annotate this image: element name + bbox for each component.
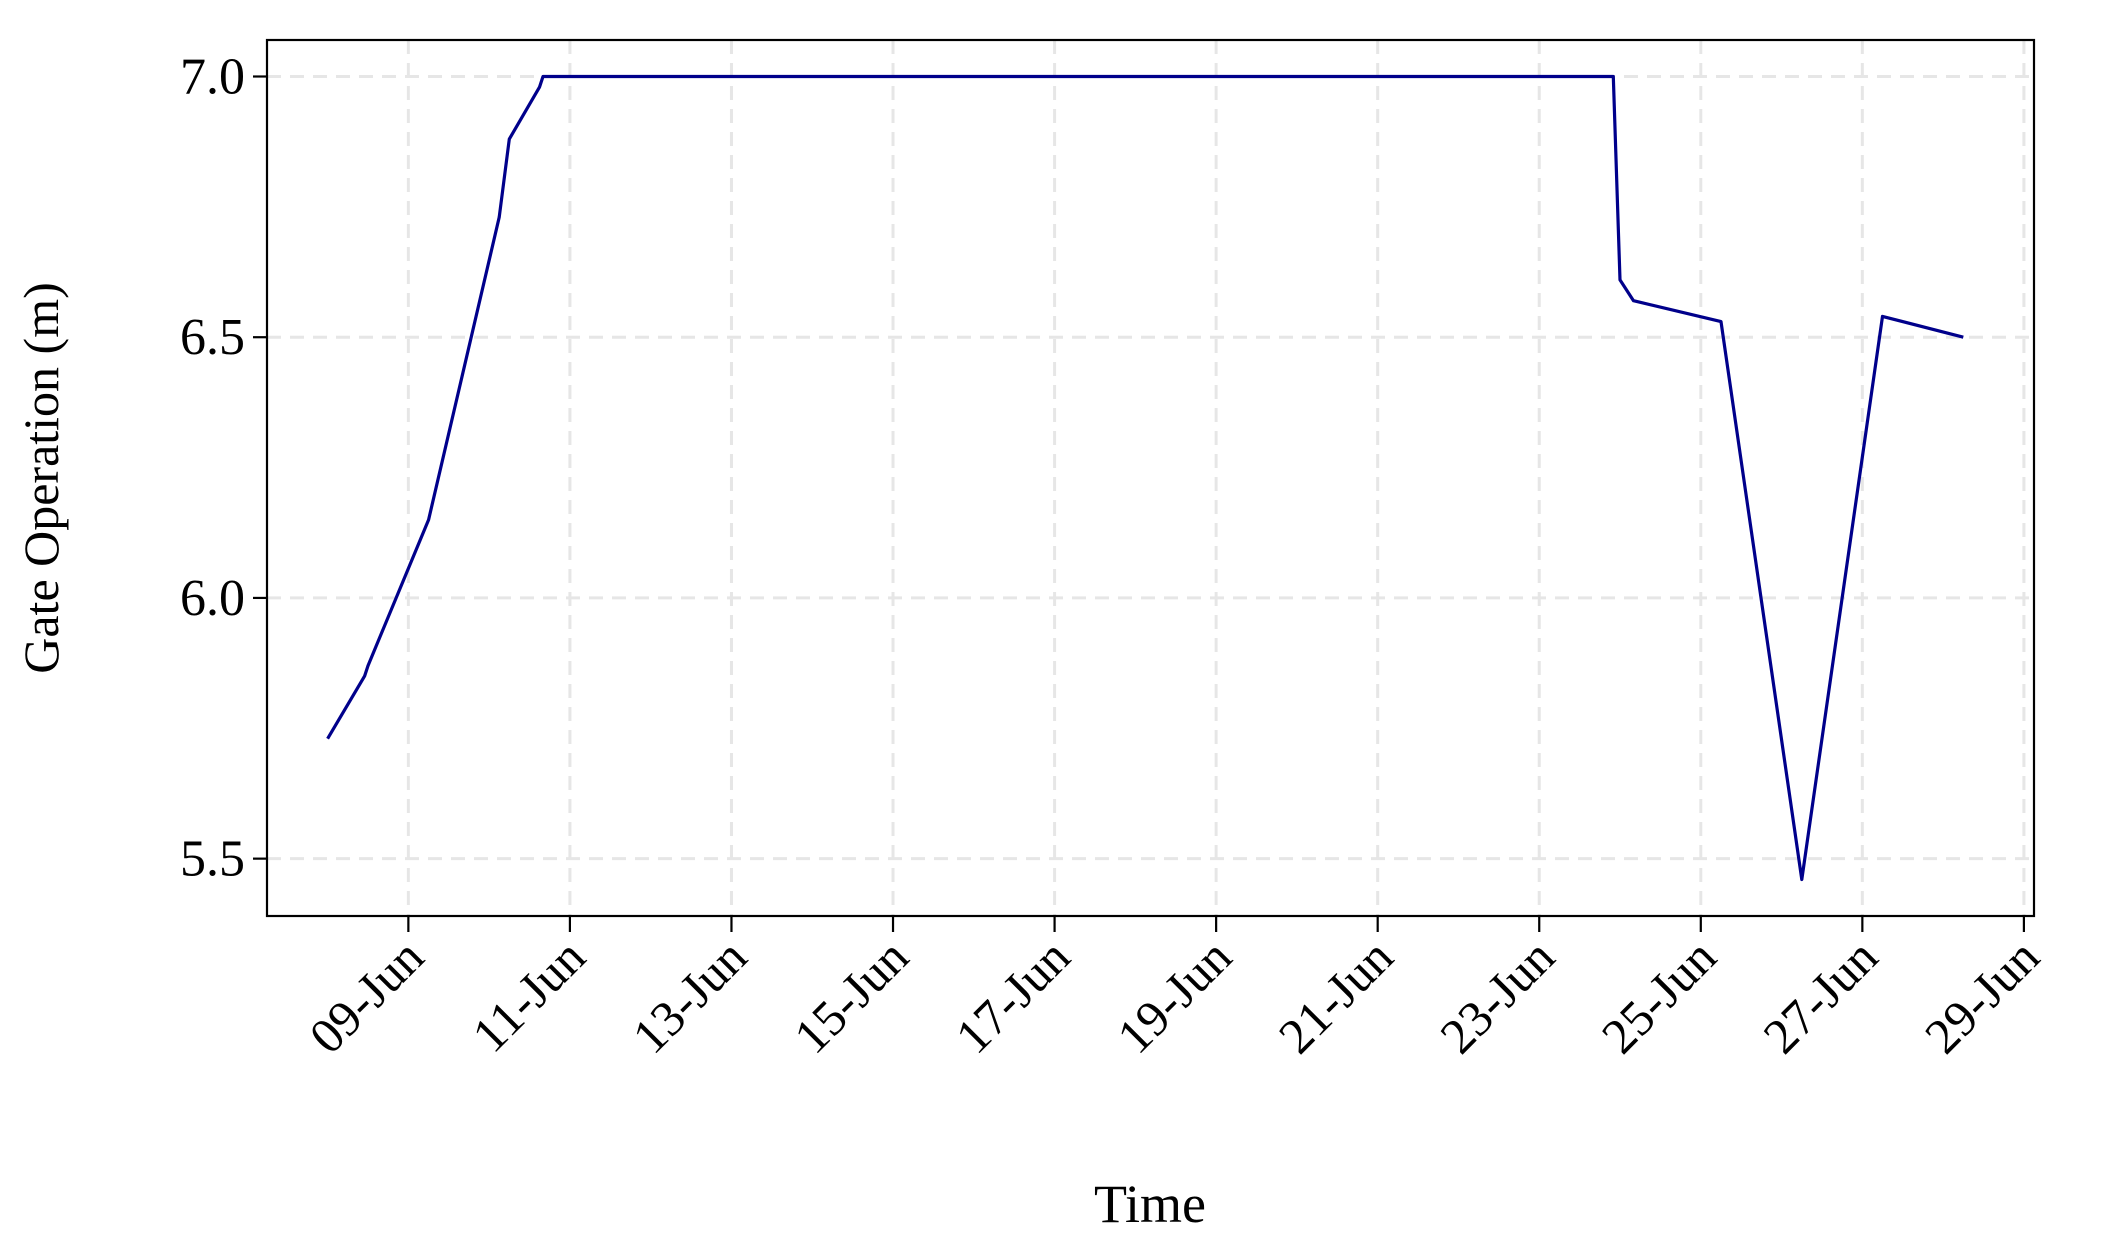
x-tick-label: 13-Jun xyxy=(621,928,757,1064)
x-tick-label: 09-Jun xyxy=(298,928,434,1064)
x-tick-label: 27-Jun xyxy=(1752,928,1888,1064)
x-tick-label: 29-Jun xyxy=(1914,928,2050,1064)
x-tick-label: 21-Jun xyxy=(1268,928,1404,1064)
x-tick-label: 25-Jun xyxy=(1591,928,1727,1064)
series-line xyxy=(326,74,1964,882)
x-tick-label: 23-Jun xyxy=(1429,928,1565,1064)
x-tick-label: 17-Jun xyxy=(945,928,1081,1064)
y-tick-label: 5.5 xyxy=(180,831,245,888)
x-tick-label: 15-Jun xyxy=(783,928,919,1064)
series-layer xyxy=(326,74,1964,882)
y-tick-label: 6.0 xyxy=(180,570,245,627)
x-axis-title: Time xyxy=(1094,1174,1206,1234)
y-tick-label: 6.5 xyxy=(180,309,245,366)
x-tick-label: 11-Jun xyxy=(461,928,596,1063)
grid-layer xyxy=(267,40,2034,916)
y-axis-title: Gate Operation (m) xyxy=(13,282,69,674)
plot-frame xyxy=(265,38,2036,918)
x-tick-label: 19-Jun xyxy=(1106,928,1242,1064)
tick-layer: 09-Jun 11-Jun 13-Jun 15-Jun 17-Jun 19-Jun 21-J… xyxy=(180,49,2050,1065)
y-tick-label: 7.0 xyxy=(180,49,245,106)
